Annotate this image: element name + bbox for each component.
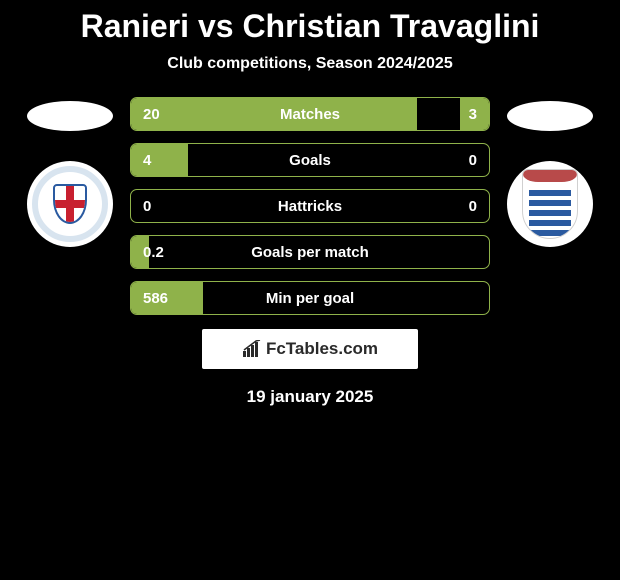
stat-row: 586Min per goal [130,281,490,315]
stat-row: 4Goals0 [130,143,490,177]
chart-icon [242,340,262,358]
stat-label: Goals [131,152,489,169]
club-left-logo [27,161,113,247]
page-title: Ranieri vs Christian Travaglini [81,8,540,45]
novara-crest-icon [32,166,108,242]
brand-label: FcTables.com [266,339,378,359]
stat-label: Goals per match [131,244,489,261]
infographic-container: Ranieri vs Christian Travaglini Club com… [0,0,620,580]
club-right-logo [507,161,593,247]
stat-label: Matches [131,106,489,123]
stat-row: 20Matches3 [130,97,490,131]
player-left-column [20,97,120,247]
brand-box: FcTables.com [202,329,418,369]
date-label: 19 january 2025 [247,387,374,407]
stat-label: Min per goal [131,290,489,307]
stats-list: 20Matches34Goals00Hattricks00.2Goals per… [130,97,490,315]
player-left-avatar [27,101,113,131]
player-right-avatar [507,101,593,131]
stat-value-right: 3 [469,106,477,123]
subtitle: Club competitions, Season 2024/2025 [167,55,452,73]
stripes-crest-icon [522,169,578,239]
main-row: 20Matches34Goals00Hattricks00.2Goals per… [0,97,620,315]
stat-label: Hattricks [131,198,489,215]
stat-row: 0.2Goals per match [130,235,490,269]
stat-row: 0Hattricks0 [130,189,490,223]
player-right-column [500,97,600,247]
stat-value-right: 0 [469,198,477,215]
stat-value-right: 0 [469,152,477,169]
